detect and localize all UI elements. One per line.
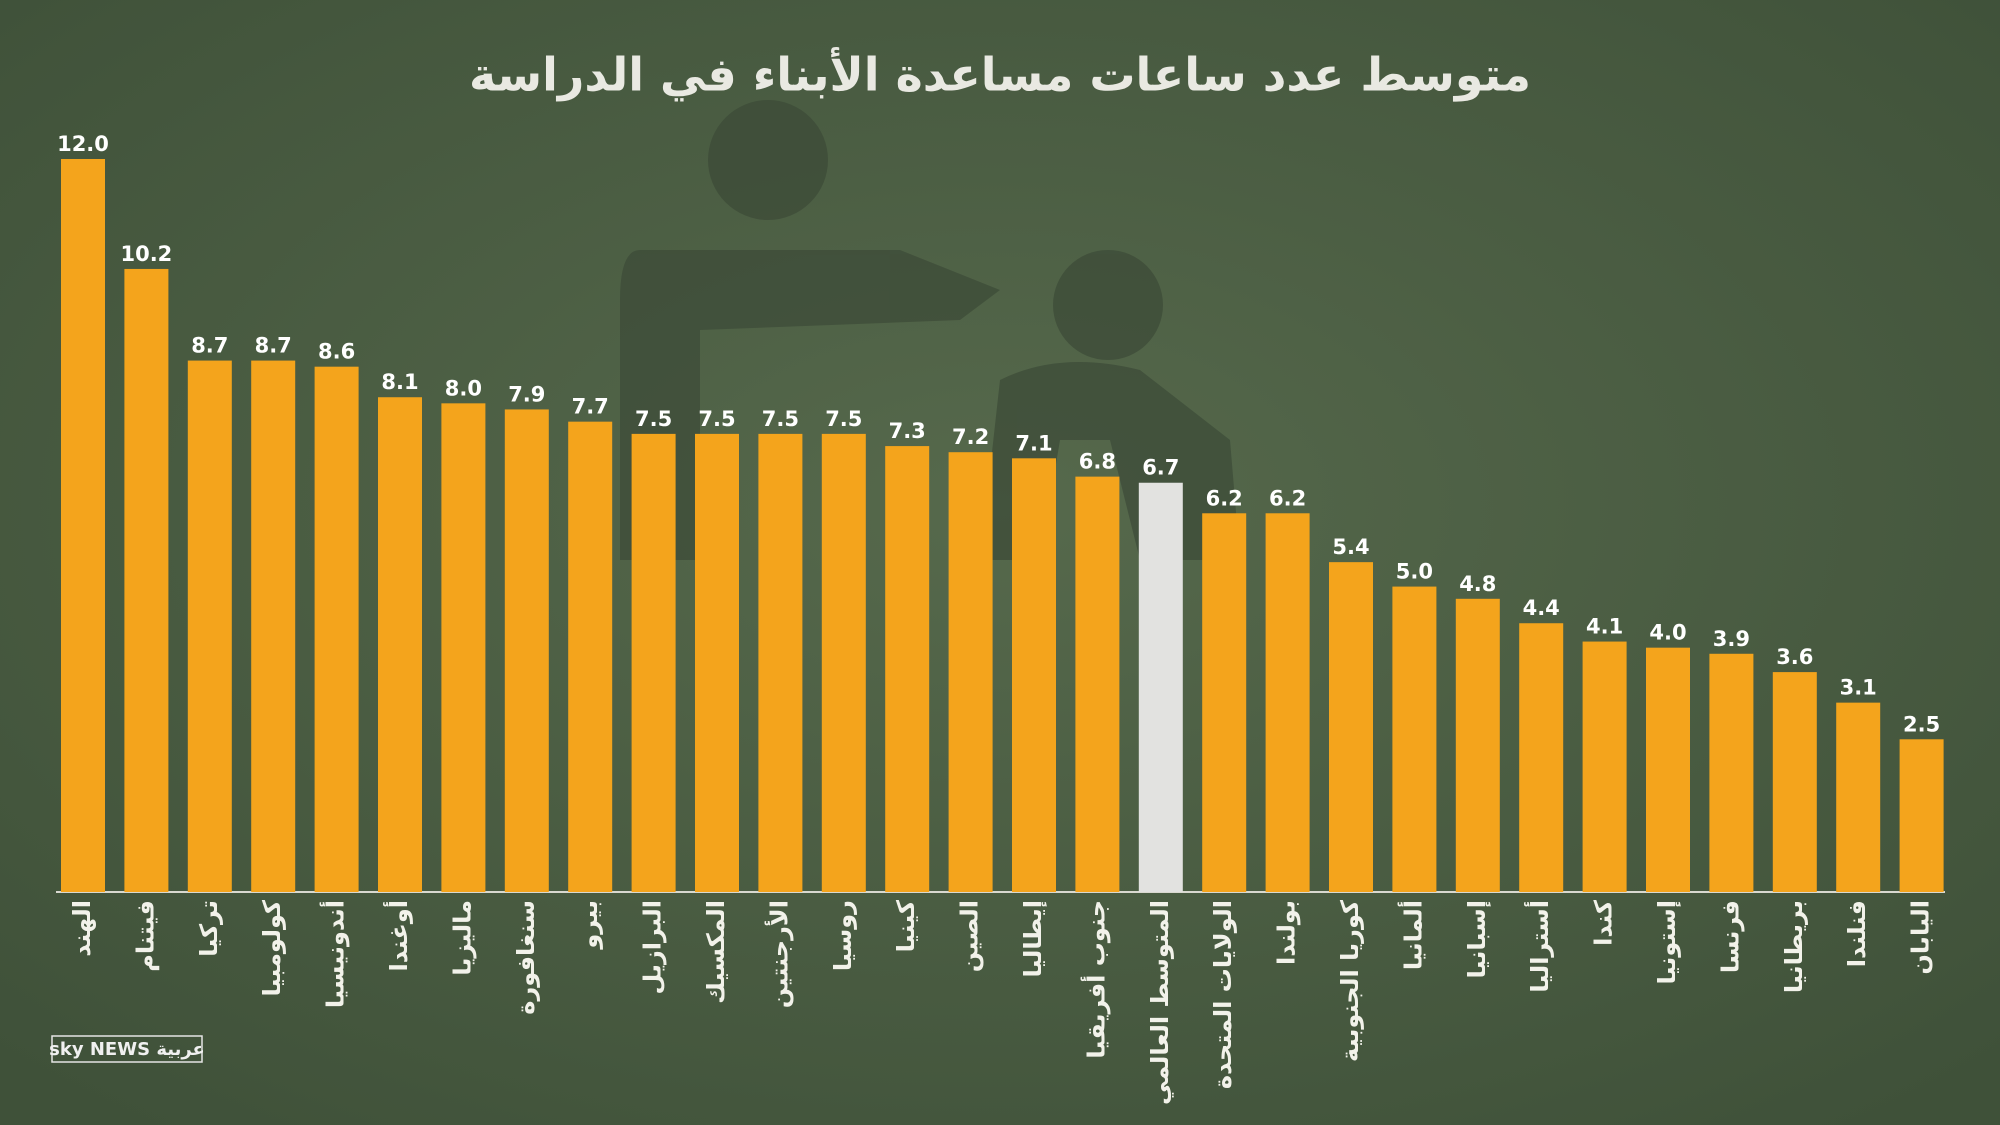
bar — [948, 452, 993, 892]
bar — [1836, 702, 1881, 892]
value-label: 2.5 — [1903, 712, 1940, 736]
bar — [1772, 672, 1817, 892]
bar — [1202, 513, 1247, 892]
x-tick-label: كينيا — [892, 900, 920, 952]
x-tick-label: الصين — [956, 900, 984, 972]
x-tick-label: الولايات المتحدة — [1209, 900, 1237, 1089]
value-label: 7.3 — [889, 419, 926, 443]
bar — [1075, 476, 1120, 892]
value-label: 7.5 — [825, 407, 862, 431]
bar — [821, 433, 866, 892]
bar — [1012, 458, 1056, 892]
x-tick-label: بيرو — [575, 900, 603, 950]
chart-title: متوسط عدد ساعات مساعدة الأبناء في الدراس… — [469, 47, 1531, 102]
value-label: 3.9 — [1713, 627, 1750, 651]
x-tick-label: ألمانيا — [1397, 900, 1427, 970]
x-tick-label: كوريا الجنوبية — [1336, 900, 1364, 1062]
value-label: 8.6 — [318, 340, 355, 364]
x-tick-label: أستراليا — [1524, 900, 1554, 993]
value-label: 6.7 — [1142, 456, 1179, 480]
x-tick-label: البرازيل — [639, 900, 667, 994]
bar — [1455, 598, 1500, 892]
x-tick-label: ماليزيا — [448, 900, 476, 976]
bar — [251, 360, 296, 892]
logo: sky NEWS عربية — [49, 1035, 205, 1063]
bar — [758, 433, 803, 892]
bar — [1138, 482, 1183, 892]
x-tick-label: إيطاليا — [1019, 900, 1047, 977]
bar — [1709, 653, 1754, 892]
x-tick-label: أندونيسيا — [320, 900, 350, 1008]
x-tick-label: تركيا — [195, 900, 223, 957]
bar — [885, 446, 930, 892]
bar — [1519, 623, 1564, 892]
bar — [1899, 739, 1944, 892]
value-label: 4.0 — [1649, 621, 1686, 645]
x-tick-label: فنلندا — [1843, 900, 1871, 967]
bar — [124, 268, 169, 892]
x-tick-label: روسيا — [829, 900, 857, 971]
value-label: 6.2 — [1269, 486, 1306, 510]
bar — [187, 360, 232, 892]
x-tick-label: بريطانيا — [1780, 900, 1808, 993]
value-label: 8.0 — [445, 376, 482, 400]
value-label: 12.0 — [57, 132, 109, 156]
bar — [695, 433, 739, 892]
bar — [441, 403, 486, 892]
value-label: 7.9 — [508, 382, 545, 406]
x-tick-label: جنوب أفريقيا — [1080, 900, 1110, 1059]
bar — [568, 421, 613, 892]
bar — [314, 366, 359, 892]
bar — [378, 397, 422, 892]
bar — [1582, 641, 1627, 892]
value-label: 8.7 — [191, 334, 228, 358]
bar — [1392, 586, 1437, 892]
value-label: 4.1 — [1586, 615, 1623, 639]
bar — [1265, 513, 1310, 892]
x-tick-label: فرنسا — [1716, 900, 1744, 973]
x-tick-label: سنغافورة — [512, 900, 540, 1015]
x-tick-label: أوغندا — [383, 900, 413, 971]
x-tick-label: المكسيك — [702, 900, 730, 1004]
value-label: 7.5 — [762, 407, 799, 431]
value-label: 8.1 — [381, 370, 418, 394]
x-tick-label: المتوسط العالمي — [1146, 900, 1174, 1105]
bar — [631, 433, 676, 892]
value-label: 8.7 — [255, 334, 292, 358]
bar — [1329, 562, 1373, 892]
value-label: 4.8 — [1459, 572, 1496, 596]
x-tick-label: فيتنام — [131, 900, 159, 972]
bar — [1646, 647, 1690, 892]
value-label: 7.5 — [698, 407, 735, 431]
x-tick-label: كولومبيا — [258, 900, 286, 997]
x-tick-label: إسبانيا — [1463, 900, 1491, 978]
x-tick-label: بولندا — [1273, 900, 1301, 965]
x-tick-label: الهند — [68, 900, 96, 957]
value-label: 7.7 — [572, 395, 609, 419]
value-label: 5.4 — [1332, 535, 1369, 559]
value-label: 4.4 — [1523, 596, 1560, 620]
value-label: 7.2 — [952, 425, 989, 449]
bar — [504, 409, 549, 892]
value-label: 6.8 — [1079, 450, 1116, 474]
x-tick-label: إستونيا — [1653, 900, 1681, 985]
logo-frame — [51, 1035, 203, 1063]
value-label: 3.1 — [1840, 676, 1877, 700]
bar — [61, 159, 105, 892]
value-label: 6.2 — [1206, 486, 1243, 510]
logo-text: sky NEWS عربية — [49, 1039, 205, 1060]
value-label: 7.5 — [635, 407, 672, 431]
value-label: 7.1 — [1015, 431, 1052, 455]
x-tick-label: اليابان — [1907, 900, 1935, 975]
x-tick-label: الأرجنتين — [764, 900, 793, 1008]
value-label: 3.6 — [1776, 645, 1813, 669]
value-label: 5.0 — [1396, 560, 1433, 584]
x-tick-label: كندا — [1590, 900, 1618, 946]
value-label: 10.2 — [120, 242, 172, 266]
